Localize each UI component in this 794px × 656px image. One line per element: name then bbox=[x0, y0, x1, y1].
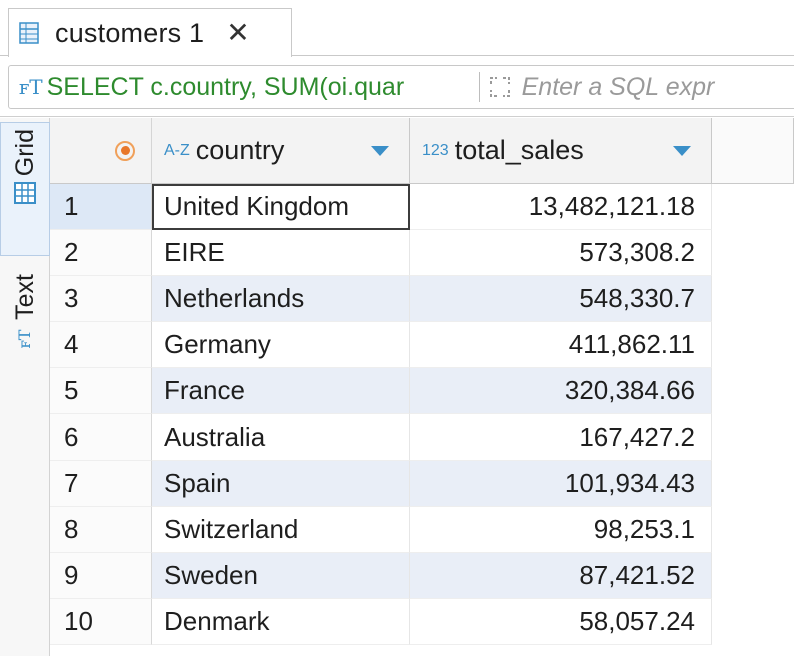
empty-header bbox=[712, 118, 794, 184]
country-cell[interactable]: Spain bbox=[152, 460, 410, 507]
country-cell[interactable]: Sweden bbox=[152, 552, 410, 599]
total-sales-cell[interactable]: 87,421.52 bbox=[410, 552, 712, 599]
row-number[interactable]: 9 bbox=[50, 552, 152, 599]
table-row[interactable]: 5 France 320,384.66 bbox=[50, 368, 794, 415]
row-number[interactable]: 7 bbox=[50, 460, 152, 507]
row-number[interactable]: 10 bbox=[50, 598, 152, 645]
total-sales-cell[interactable]: 98,253.1 bbox=[410, 506, 712, 553]
column-name: country bbox=[195, 135, 285, 165]
total-sales-cell[interactable]: 167,427.2 bbox=[410, 414, 712, 461]
row-number[interactable]: 1 bbox=[50, 184, 152, 231]
row-number-header[interactable] bbox=[50, 118, 152, 184]
filter-bar: ꜰT SELECT c.country, SUM(oi.quar Enter a… bbox=[0, 57, 794, 117]
result-grid: A-Z country 123 total_sales 1 United Kin… bbox=[50, 118, 794, 656]
grid-icon bbox=[14, 182, 36, 205]
text-icon: ꜰT bbox=[15, 329, 34, 348]
country-cell[interactable]: Switzerland bbox=[152, 506, 410, 553]
filter-dropdown-icon[interactable] bbox=[371, 146, 389, 156]
filter-separator bbox=[478, 72, 480, 102]
row-number[interactable]: 8 bbox=[50, 506, 152, 553]
tab-grid-label: Grid bbox=[10, 129, 39, 177]
table-row[interactable]: 1 United Kingdom 13,482,121.18 bbox=[50, 184, 794, 231]
number-type-icon: 123 bbox=[422, 141, 449, 159]
total-sales-cell[interactable]: 58,057.24 bbox=[410, 598, 712, 645]
filter-box: ꜰT SELECT c.country, SUM(oi.quar Enter a… bbox=[8, 65, 794, 109]
editor-tab-bar: customers 1 ✕ bbox=[0, 0, 794, 57]
grid-rows: 1 United Kingdom 13,482,121.18 2 EIRE 57… bbox=[50, 184, 794, 645]
close-icon[interactable]: ✕ bbox=[226, 17, 250, 48]
column-name: total_sales bbox=[454, 135, 584, 165]
total-sales-cell[interactable]: 101,934.43 bbox=[410, 460, 712, 507]
row-number[interactable]: 5 bbox=[50, 368, 152, 415]
view-switcher: Grid Text ꜰT bbox=[0, 118, 50, 656]
sql-query-text[interactable]: SELECT c.country, SUM(oi.quar bbox=[46, 72, 405, 101]
table-icon bbox=[19, 22, 39, 44]
total-sales-cell[interactable]: 573,308.2 bbox=[410, 230, 712, 277]
table-row[interactable]: 3 Netherlands 548,330.7 bbox=[50, 276, 794, 323]
tab-customers-1[interactable]: customers 1 ✕ bbox=[8, 8, 292, 57]
country-cell[interactable]: Australia bbox=[152, 414, 410, 461]
tab-text-label: Text bbox=[10, 274, 39, 320]
filter-dropdown-icon[interactable] bbox=[673, 146, 691, 156]
table-row[interactable]: 4 Germany 411,862.11 bbox=[50, 322, 794, 369]
country-cell[interactable]: Denmark bbox=[152, 598, 410, 645]
expand-icon[interactable] bbox=[488, 75, 512, 99]
record-mode-icon[interactable] bbox=[115, 140, 135, 161]
row-number[interactable]: 3 bbox=[50, 276, 152, 323]
table-row[interactable]: 8 Switzerland 98,253.1 bbox=[50, 506, 794, 553]
tab-grid[interactable]: Grid bbox=[0, 122, 50, 256]
svg-text:ꜰT: ꜰT bbox=[15, 329, 34, 348]
row-number[interactable]: 2 bbox=[50, 230, 152, 277]
total-sales-cell[interactable]: 13,482,121.18 bbox=[410, 184, 712, 231]
total-sales-cell[interactable]: 411,862.11 bbox=[410, 322, 712, 369]
table-row[interactable]: 2 EIRE 573,308.2 bbox=[50, 230, 794, 277]
country-cell[interactable]: Germany bbox=[152, 322, 410, 369]
row-number[interactable]: 4 bbox=[50, 322, 152, 369]
country-cell[interactable]: United Kingdom bbox=[152, 184, 410, 231]
row-number[interactable]: 6 bbox=[50, 414, 152, 461]
table-row[interactable]: 6 Australia 167,427.2 bbox=[50, 414, 794, 461]
country-cell[interactable]: EIRE bbox=[152, 230, 410, 277]
total-sales-cell[interactable]: 548,330.7 bbox=[410, 276, 712, 323]
text-type-icon: A-Z bbox=[164, 141, 190, 159]
table-row[interactable]: 7 Spain 101,934.43 bbox=[50, 460, 794, 507]
country-cell[interactable]: Netherlands bbox=[152, 276, 410, 323]
tab-text[interactable]: Text ꜰT bbox=[0, 268, 50, 388]
total-sales-cell[interactable]: 320,384.66 bbox=[410, 368, 712, 415]
column-header-total-sales[interactable]: 123 total_sales bbox=[410, 118, 712, 184]
sql-icon: ꜰT bbox=[19, 75, 43, 99]
country-cell[interactable]: France bbox=[152, 368, 410, 415]
table-row[interactable]: 9 Sweden 87,421.52 bbox=[50, 552, 794, 599]
column-header-country[interactable]: A-Z country bbox=[152, 118, 410, 184]
filter-input[interactable]: Enter a SQL expr bbox=[521, 72, 715, 101]
tab-title: customers 1 bbox=[55, 17, 205, 48]
table-row[interactable]: 10 Denmark 58,057.24 bbox=[50, 598, 794, 645]
